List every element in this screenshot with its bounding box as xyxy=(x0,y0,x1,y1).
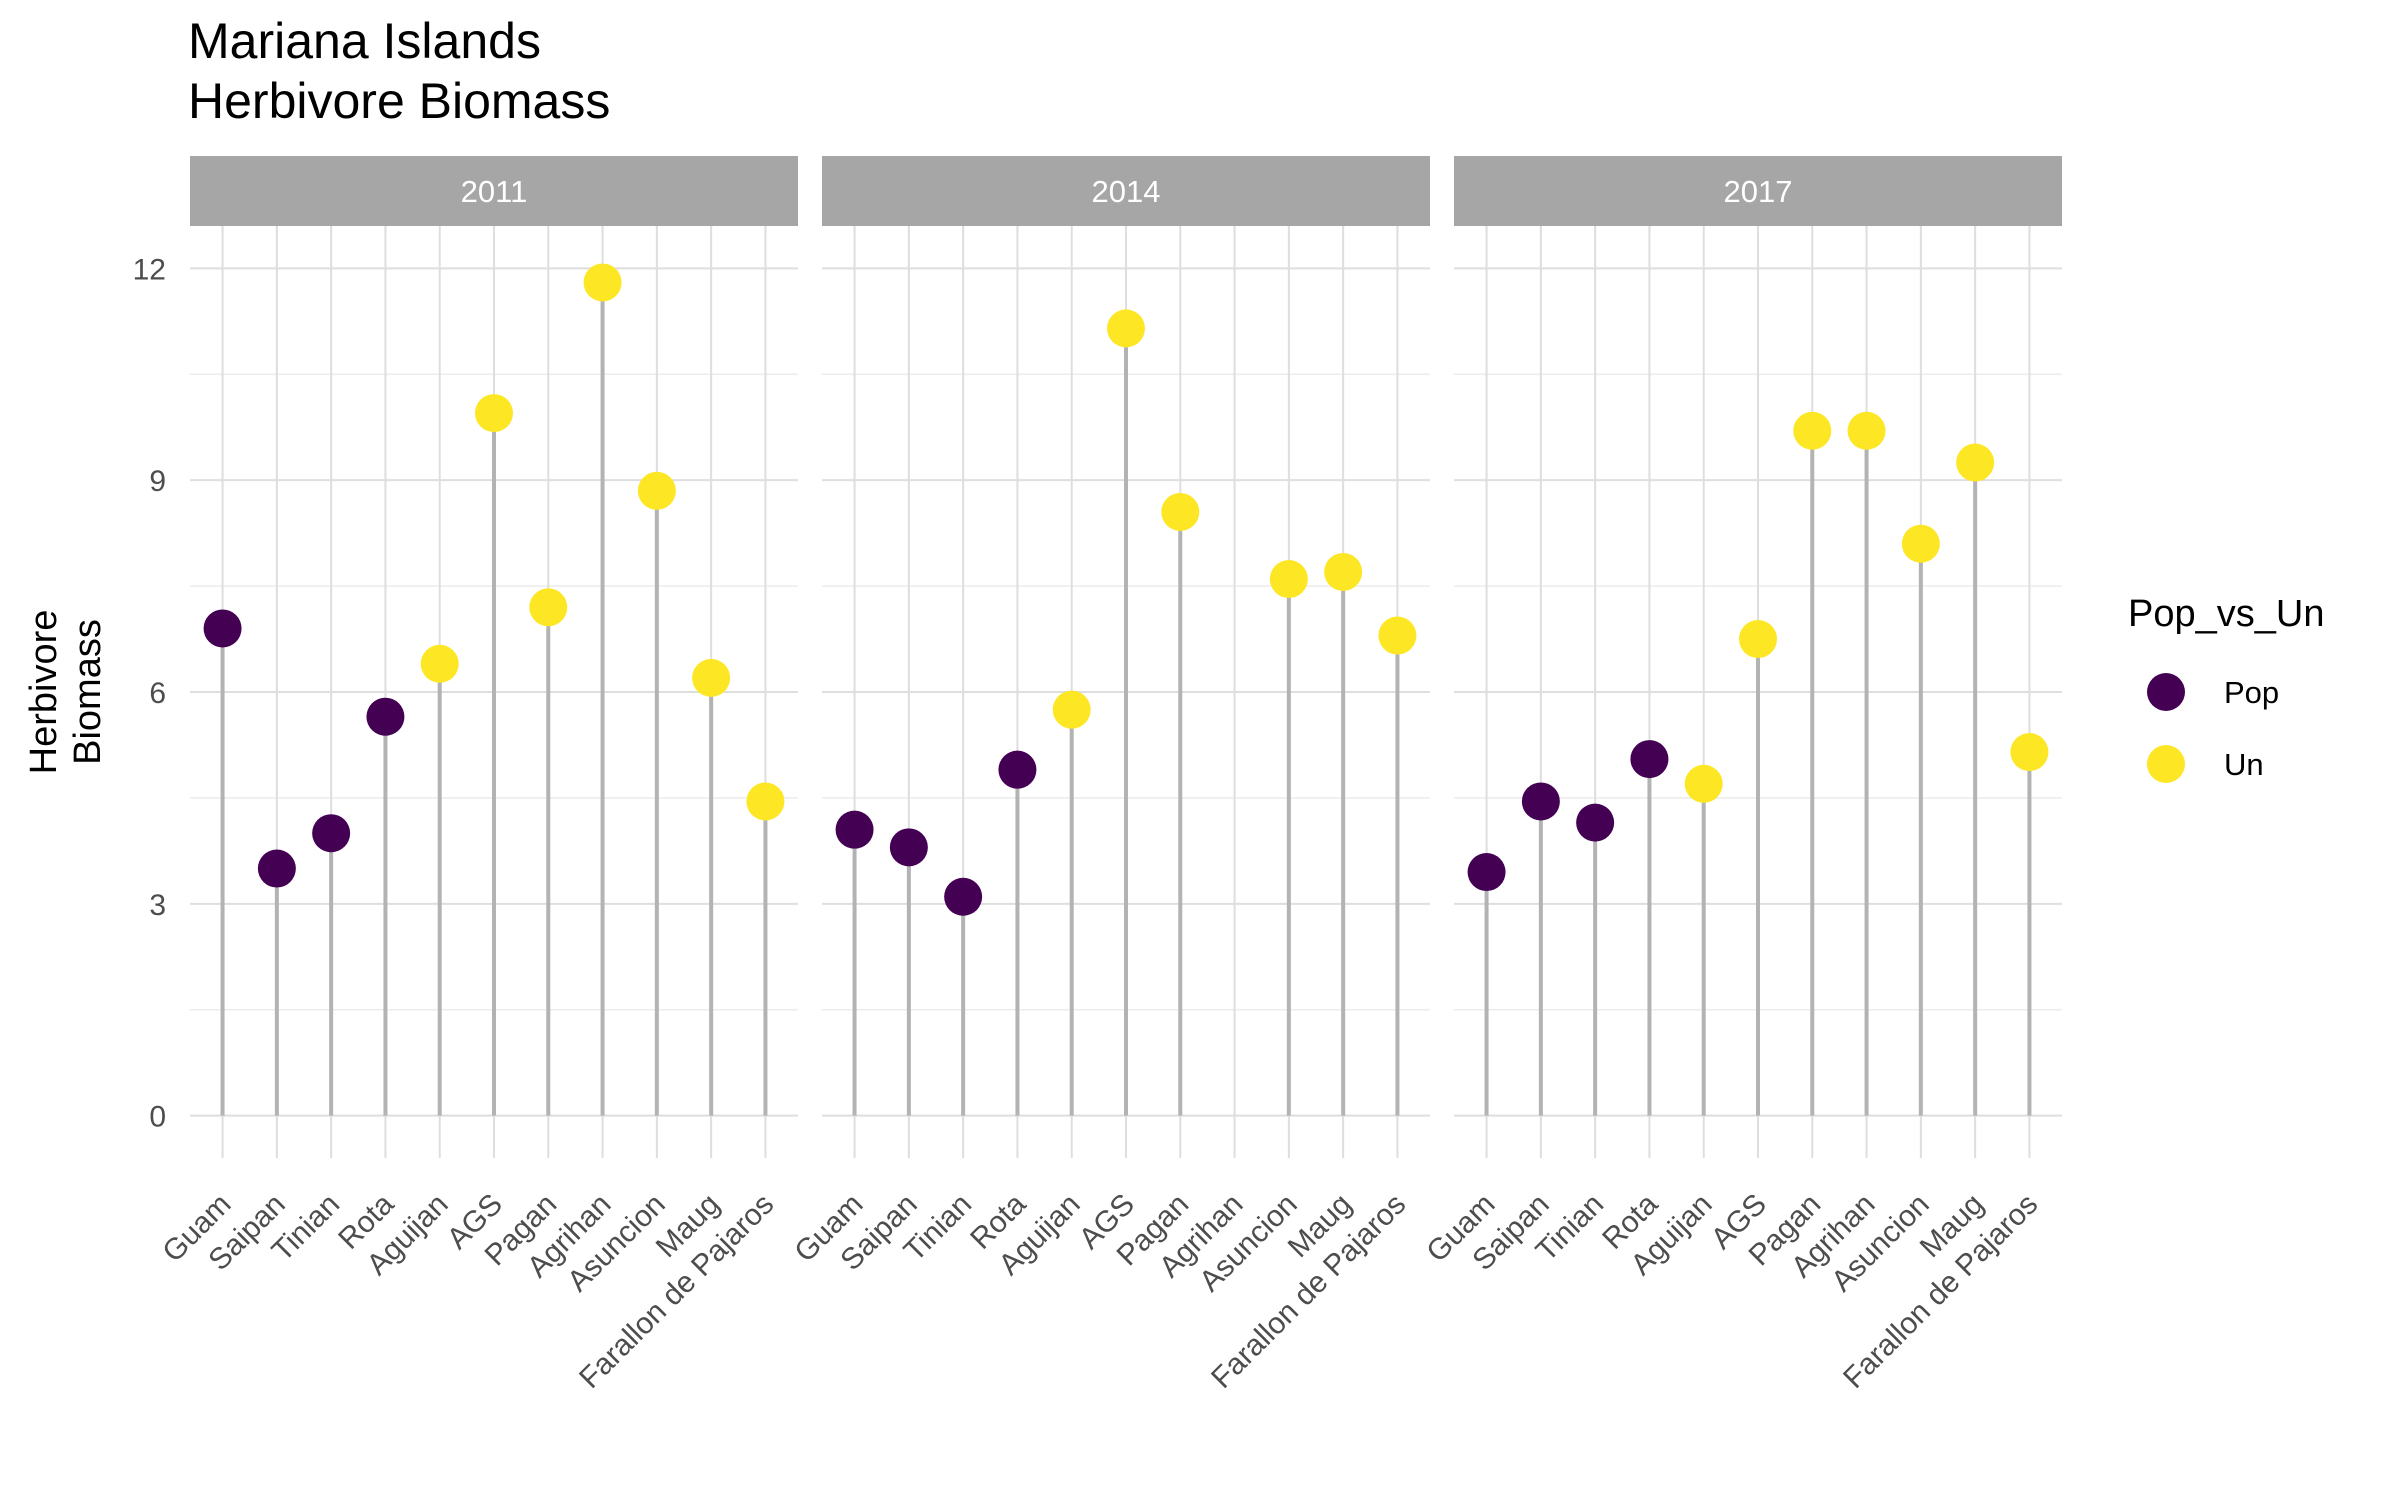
data-point-un xyxy=(1793,411,1832,450)
y-tick-label: 9 xyxy=(149,465,166,498)
facet-panel-2014: 2014GuamSaipanTinianRotaAguijanAGSPaganA… xyxy=(788,156,1430,1395)
data-point-un xyxy=(1052,690,1091,729)
data-point-un xyxy=(637,471,676,510)
legend: Pop_vs_Un Pop Un xyxy=(2128,593,2324,783)
facet-strip-label: 2017 xyxy=(1724,174,1793,209)
data-point-pop xyxy=(889,828,928,867)
facet-panels: 2011GuamSaipanTinianRotaAguijanAGSPaganA… xyxy=(156,156,2062,1395)
legend-label: Un xyxy=(2224,747,2264,782)
chart-title-line: Mariana Islands xyxy=(188,13,541,69)
facet-strip-label: 2011 xyxy=(461,174,528,209)
y-tick-label: 12 xyxy=(133,253,166,286)
data-point-un xyxy=(1324,552,1363,591)
facet-panel-2011: 2011GuamSaipanTinianRotaAguijanAGSPaganA… xyxy=(156,156,798,1395)
data-point-un xyxy=(1901,524,1940,563)
data-point-un xyxy=(1161,492,1200,531)
facet-panel-2017: 2017GuamSaipanTinianRotaAguijanAGSPaganA… xyxy=(1420,156,2062,1395)
data-point-pop xyxy=(1521,782,1560,821)
data-point-un xyxy=(1269,560,1308,599)
y-axis-label: Herbivore Biomass 0 3 6 9 12 xyxy=(23,253,166,1133)
data-point-pop xyxy=(944,877,983,916)
data-point-pop xyxy=(998,750,1037,789)
data-point-un xyxy=(692,658,731,697)
data-point-un xyxy=(529,588,568,627)
data-point-un xyxy=(1847,411,1886,450)
y-axis-label-line: Biomass xyxy=(67,619,109,765)
data-point-un xyxy=(2010,733,2049,772)
data-point-pop xyxy=(312,814,351,853)
data-point-pop xyxy=(1467,853,1506,892)
data-point-un xyxy=(1378,616,1417,655)
y-tick-label: 3 xyxy=(149,889,166,922)
data-point-un xyxy=(746,782,785,821)
data-point-un xyxy=(1739,620,1777,659)
chart-title-line: Herbivore Biomass xyxy=(188,73,610,129)
y-axis-label-line: Herbivore xyxy=(23,610,65,775)
legend-key-pop xyxy=(2147,673,2185,711)
facet-strip xyxy=(190,156,798,226)
data-point-pop xyxy=(366,697,405,736)
data-point-pop xyxy=(1576,803,1615,842)
y-tick-label: 0 xyxy=(149,1101,166,1134)
data-point-pop xyxy=(1630,740,1669,779)
data-point-un xyxy=(1107,309,1145,348)
data-point-un xyxy=(475,394,513,433)
data-point-un xyxy=(420,644,459,683)
data-point-pop xyxy=(257,849,296,888)
facet-strip xyxy=(822,156,1430,226)
data-point-un xyxy=(583,263,622,302)
data-point-un xyxy=(1956,443,1995,482)
facet-strip-label: 2014 xyxy=(1092,174,1161,209)
data-point-pop xyxy=(835,810,874,849)
legend-title: Pop_vs_Un xyxy=(2128,593,2324,635)
legend-key-un xyxy=(2147,745,2185,783)
facet-strip xyxy=(1454,156,2062,226)
data-point-pop xyxy=(203,609,242,648)
y-tick-label: 6 xyxy=(149,677,166,710)
data-point-un xyxy=(1684,764,1723,803)
legend-label: Pop xyxy=(2224,675,2279,710)
